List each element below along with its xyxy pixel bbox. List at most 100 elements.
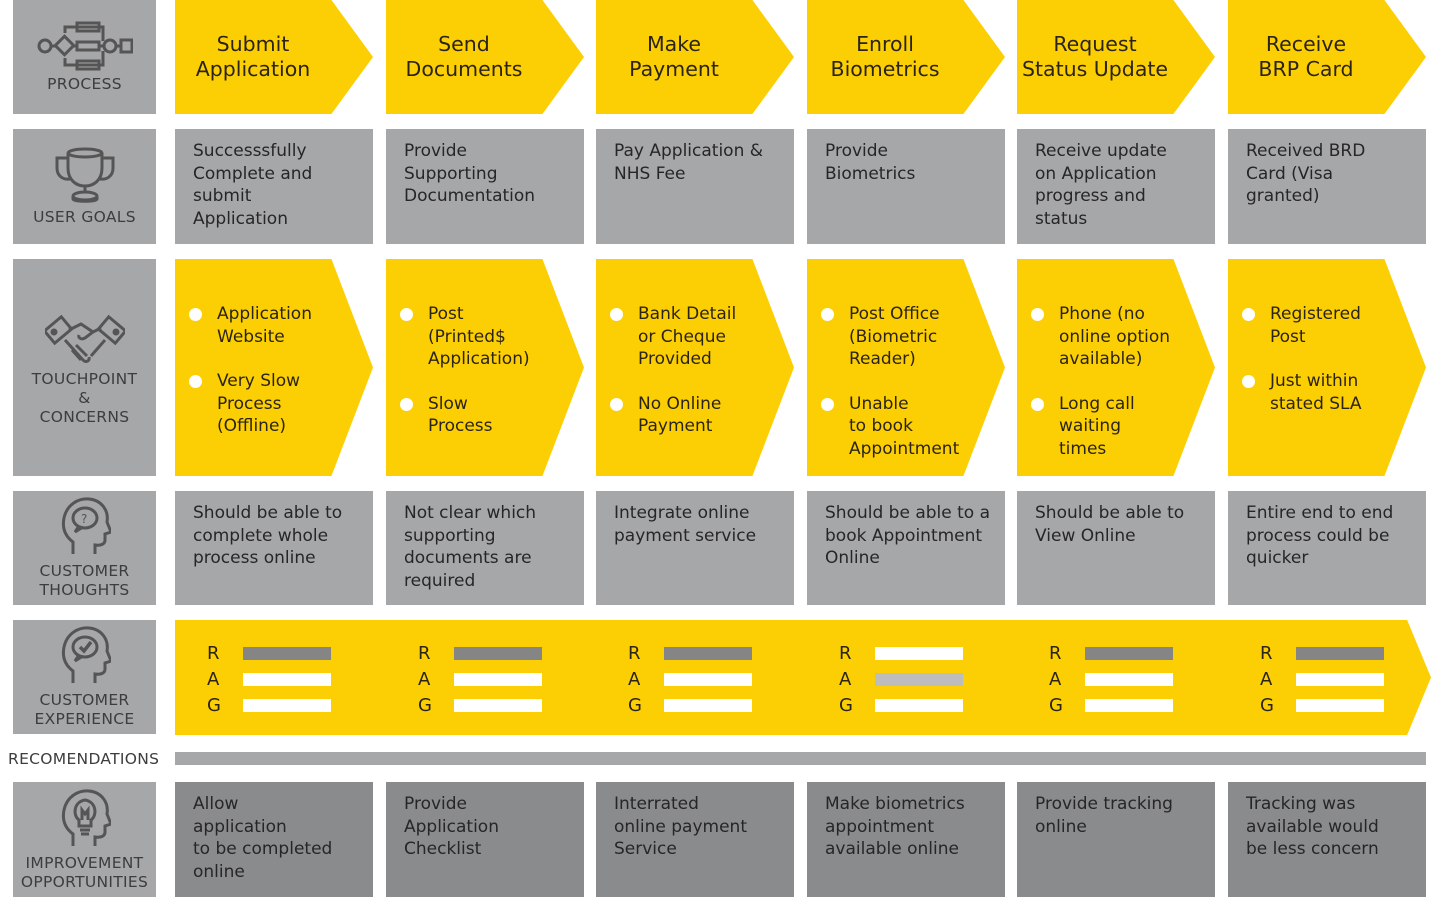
rag-row-a: A <box>1228 666 1384 692</box>
row-label-text: EXPERIENCE <box>34 710 135 728</box>
rag-letter: G <box>1049 694 1063 716</box>
user-goal-card: Successsfully Complete and submit Applic… <box>175 129 373 244</box>
user-goal-card: Provide Supporting Documentation <box>386 129 584 244</box>
rag-bar-g <box>875 698 963 712</box>
rag-letter: R <box>1049 642 1062 664</box>
rag-bar-g <box>243 698 331 712</box>
bullet-icon <box>1242 375 1255 388</box>
rag-row-a: A <box>596 666 752 692</box>
rag-row-a: A <box>1017 666 1173 692</box>
concern-item: Long call waiting times <box>1031 393 1195 461</box>
row-label-recommendations: RECOMENDATIONS <box>8 750 160 768</box>
rag-letter: A <box>1260 668 1273 690</box>
head-question-icon: ? <box>61 497 111 554</box>
row-label-text: CUSTOMER <box>39 562 130 580</box>
improvement-opportunity-card: Interrated online payment Service <box>596 782 794 897</box>
rag-letter: G <box>1260 694 1274 716</box>
row-label-improvement-opportunities: IMPROVEMENT OPPORTUNITIES <box>13 782 156 897</box>
row-label-text: PROCESS <box>47 74 122 93</box>
user-goal-card: Pay Application & NHS Fee <box>596 129 794 244</box>
bullet-icon <box>189 308 202 321</box>
improvement-opportunity-card: Make biometrics appointment available on… <box>807 782 1005 897</box>
head-check-icon <box>61 626 111 683</box>
rag-row-r: R <box>1228 640 1384 666</box>
touchpoint-item: Registered Post <box>1242 303 1406 348</box>
rag-row-a: A <box>807 666 963 692</box>
rag-row-r: R <box>807 640 963 666</box>
rag-row-g: G <box>596 692 752 718</box>
row-label-text: OPPORTUNITIES <box>20 872 149 891</box>
row-label-text: THOUGHTS <box>39 581 130 599</box>
rag-bar-r <box>1296 646 1384 660</box>
row-label-text: USER GOALS <box>33 208 136 226</box>
touchpoint-card: Post Office (Biometric Reader) Unable to… <box>807 259 1005 476</box>
touchpoint-item: Bank Detail or Cheque Provided <box>610 303 774 371</box>
row-label-text: & <box>78 389 91 407</box>
customer-experience-band <box>175 620 1431 735</box>
customer-thought-card: Not clear which supporting documents are… <box>386 491 584 605</box>
user-goal-card: Received BRD Card (Visa granted) <box>1228 129 1426 244</box>
improvement-opportunity-card: Provide tracking online <box>1017 782 1215 897</box>
rag-row-a: A <box>386 666 542 692</box>
bullet-icon <box>1031 397 1044 411</box>
process-step-receive-brp-card: Receive BRP Card <box>1228 0 1426 114</box>
rag-letter: A <box>418 668 431 690</box>
bullet-icon <box>400 397 413 411</box>
row-label-text: CONCERNS <box>39 408 130 426</box>
concern-item: Very Slow Process (Offline) <box>189 370 353 438</box>
bullet-icon <box>400 308 413 321</box>
rag-row-a: A <box>175 666 331 692</box>
improvement-opportunity-card: Provide Application Checklist <box>386 782 584 897</box>
improvement-opportunity-card: Tracking was available would be less con… <box>1228 782 1426 897</box>
touchpoint-card: Phone (no online option available) Long … <box>1017 259 1215 476</box>
recommendations-divider <box>175 752 1426 765</box>
rag-letter: G <box>628 694 642 716</box>
process-step-request-status-update: Request Status Update <box>1017 0 1215 114</box>
svg-text:?: ? <box>81 512 88 526</box>
rag-row-g: G <box>1017 692 1173 718</box>
improvement-opportunity-card: Allow application to be completed online <box>175 782 373 897</box>
customer-thought-card: Should be able to View Online <box>1017 491 1215 605</box>
process-step-send-documents: Send Documents <box>386 0 584 114</box>
customer-thought-card: Should be able to complete whole process… <box>175 491 373 605</box>
row-label-text: TOUCHPOINT <box>31 370 138 388</box>
bullet-icon <box>610 397 623 411</box>
touchpoint-card: Registered Post Just within stated SLA <box>1228 259 1426 476</box>
bullet-icon <box>1242 308 1255 321</box>
rag-row-r: R <box>386 640 542 666</box>
concern-item: Just within stated SLA <box>1242 370 1406 415</box>
bullet-icon <box>821 397 834 411</box>
rag-bar-g <box>454 698 542 712</box>
rag-bar-r <box>1085 646 1173 660</box>
bullet-icon <box>610 308 623 321</box>
process-step-submit-application: Submit Application <box>175 0 373 114</box>
rag-row-r: R <box>1017 640 1173 666</box>
rag-letter: A <box>207 668 220 690</box>
rag-letter: R <box>628 642 641 664</box>
rag-row-r: R <box>175 640 331 666</box>
row-label-customer-experience: CUSTOMER EXPERIENCE <box>13 620 156 734</box>
rag-bar-r <box>664 646 752 660</box>
rag-letter: R <box>418 642 431 664</box>
rag-letter: R <box>1260 642 1273 664</box>
concern-item: No Online Payment <box>610 393 774 438</box>
trophy-icon <box>55 147 114 203</box>
row-label-process: PROCESS <box>13 0 156 114</box>
rag-letter: G <box>839 694 853 716</box>
rag-letter: A <box>628 668 641 690</box>
concern-item: Slow Process <box>400 393 564 438</box>
row-label-touchpoint-concerns: TOUCHPOINT & CONCERNS <box>13 259 156 476</box>
user-goal-card: Provide Biometrics <box>807 129 1005 244</box>
row-label-text: IMPROVEMENT <box>25 853 144 872</box>
rag-bar-a <box>875 672 963 686</box>
touchpoint-card: Bank Detail or Cheque Provided No Online… <box>596 259 794 476</box>
row-label-user-goals: USER GOALS <box>13 129 156 244</box>
rag-letter: A <box>839 668 852 690</box>
rag-letter: G <box>207 694 221 716</box>
touchpoint-card: Post (Printed$ Application) Slow Process <box>386 259 584 476</box>
